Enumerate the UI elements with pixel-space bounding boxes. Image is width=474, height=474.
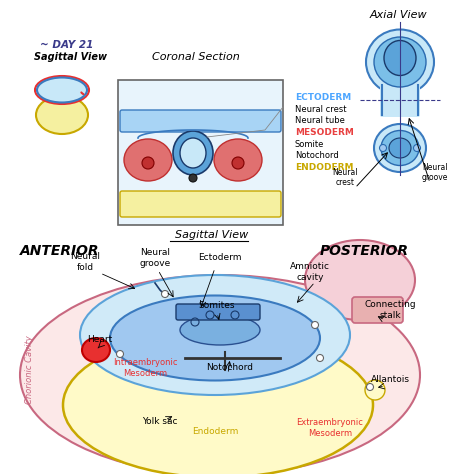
Ellipse shape: [110, 295, 320, 381]
Ellipse shape: [384, 40, 416, 75]
Text: Neural
groove: Neural groove: [139, 248, 171, 268]
Ellipse shape: [80, 275, 350, 395]
Text: MESODERM: MESODERM: [295, 128, 354, 137]
Ellipse shape: [36, 96, 88, 134]
Text: Notochord: Notochord: [295, 151, 339, 160]
Text: Axial View: Axial View: [370, 10, 428, 20]
FancyBboxPatch shape: [118, 80, 283, 225]
Text: ENDODERM: ENDODERM: [295, 163, 354, 172]
Text: Neural crest: Neural crest: [295, 105, 346, 114]
FancyBboxPatch shape: [176, 304, 260, 320]
Text: Sagittal View: Sagittal View: [34, 52, 107, 62]
Ellipse shape: [37, 78, 87, 102]
Ellipse shape: [389, 138, 411, 158]
Circle shape: [311, 321, 319, 328]
Circle shape: [366, 383, 374, 391]
Text: Somites: Somites: [199, 301, 235, 310]
Text: Neural tube: Neural tube: [295, 116, 345, 125]
FancyBboxPatch shape: [120, 110, 281, 132]
Text: Extraembryonic
Mesoderm: Extraembryonic Mesoderm: [297, 418, 364, 438]
Text: Coronal Section: Coronal Section: [152, 52, 240, 62]
Text: ANTERIOR: ANTERIOR: [20, 244, 100, 258]
Text: Intraembryonic
Mesoderm: Intraembryonic Mesoderm: [113, 358, 177, 378]
Ellipse shape: [381, 130, 419, 165]
Text: Heart: Heart: [87, 336, 113, 345]
Circle shape: [162, 291, 168, 298]
Ellipse shape: [305, 240, 415, 320]
FancyBboxPatch shape: [352, 297, 403, 323]
Text: Allantois: Allantois: [371, 375, 410, 384]
FancyBboxPatch shape: [380, 83, 420, 117]
Text: Ectoderm: Ectoderm: [198, 254, 242, 263]
Text: Notochord: Notochord: [207, 364, 254, 373]
Ellipse shape: [180, 315, 260, 345]
Circle shape: [380, 145, 386, 152]
Ellipse shape: [63, 332, 373, 474]
Text: Neural
fold: Neural fold: [70, 252, 100, 272]
Text: ~ DAY 21: ~ DAY 21: [40, 40, 93, 50]
Text: Yolk sac: Yolk sac: [142, 418, 178, 427]
Text: Amniotic
cavity: Amniotic cavity: [290, 262, 330, 282]
Text: Neural
crest: Neural crest: [332, 168, 358, 187]
Ellipse shape: [173, 131, 213, 175]
Circle shape: [189, 174, 197, 182]
Circle shape: [317, 355, 323, 362]
Text: Somite: Somite: [295, 140, 324, 149]
Text: ECTODERM: ECTODERM: [295, 93, 351, 102]
Text: Connecting
stalk: Connecting stalk: [364, 301, 416, 319]
Ellipse shape: [20, 275, 420, 474]
Ellipse shape: [374, 124, 426, 172]
Text: Neural
groove: Neural groove: [422, 163, 448, 182]
Circle shape: [117, 350, 124, 357]
Ellipse shape: [82, 338, 110, 362]
Circle shape: [365, 380, 385, 400]
Ellipse shape: [180, 138, 206, 168]
Text: Endoderm: Endoderm: [192, 428, 238, 437]
Ellipse shape: [366, 29, 434, 94]
Circle shape: [142, 157, 154, 169]
Text: Sagittal View: Sagittal View: [175, 230, 248, 240]
FancyArrowPatch shape: [82, 92, 83, 94]
Ellipse shape: [374, 37, 426, 87]
Circle shape: [413, 145, 420, 152]
Text: POSTERIOR: POSTERIOR: [320, 244, 409, 258]
Ellipse shape: [214, 139, 262, 181]
Circle shape: [232, 157, 244, 169]
Ellipse shape: [124, 139, 172, 181]
FancyBboxPatch shape: [120, 191, 281, 217]
Text: Chorionic Cavity: Chorionic Cavity: [25, 336, 34, 404]
